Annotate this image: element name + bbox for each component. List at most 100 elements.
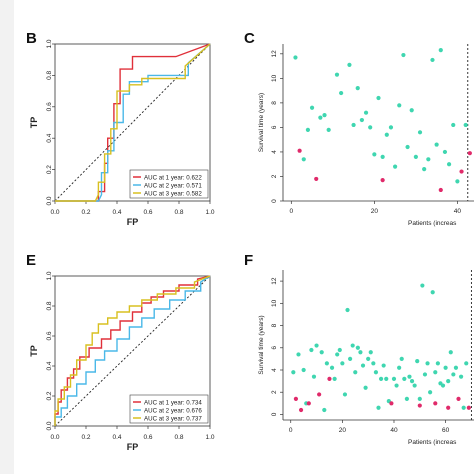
legend-box	[129, 394, 209, 424]
alive-patient-point	[397, 365, 402, 370]
alive-patient-point	[433, 370, 438, 375]
panel-label-f: F	[244, 252, 254, 269]
alive-patient-point	[442, 149, 448, 155]
x-tick-label: 40	[390, 427, 398, 434]
dead-patient-point	[446, 405, 451, 410]
x-tick-label: 0	[289, 427, 293, 434]
roc-line-2	[55, 43, 211, 202]
dead-patient-point	[438, 187, 443, 193]
y-tick-label: 0.4	[46, 361, 53, 370]
alive-patient-point	[438, 48, 443, 53]
y-tick-label: 0	[271, 199, 278, 203]
panel-b: 0.0 0.2 0.4 0.6 0.8 1.0 0.0 0.2 0.4 0.6 0.8 1.0 FP TP…	[29, 39, 215, 227]
alive-patient-point	[422, 167, 427, 172]
y-tick-label: 0.0	[46, 196, 53, 205]
alive-patient-point	[360, 363, 366, 368]
alive-patient-point	[464, 361, 469, 366]
alive-patient-point	[309, 105, 315, 110]
alive-patient-point	[417, 130, 423, 135]
y-tick-label: 0.8	[46, 301, 53, 310]
y-tick-label: 6	[271, 346, 278, 350]
alive-patient-point	[425, 361, 430, 366]
x-tick-label: 0.4	[112, 434, 121, 441]
alive-patient-point	[401, 52, 406, 58]
x-tick-label: 60	[442, 427, 450, 434]
alive-patient-point	[394, 383, 399, 388]
y-tick-label: 6	[271, 125, 278, 129]
y-axis-label: Survival time (years)	[258, 315, 265, 374]
alive-patient-point	[381, 363, 386, 368]
alive-patient-point	[324, 361, 329, 366]
dead-patient-point	[456, 396, 461, 401]
dead-patient-point	[459, 169, 464, 174]
x-tick-label: 20	[371, 208, 379, 215]
roc-line-1	[54, 275, 211, 426]
alive-patient-point	[329, 365, 335, 370]
alive-patient-point	[371, 361, 376, 366]
dead-patient-point	[466, 405, 471, 410]
alive-patient-point	[434, 142, 439, 147]
alive-patient-point	[355, 86, 360, 91]
alive-patient-point	[458, 374, 464, 379]
alive-patient-point	[340, 361, 345, 366]
alive-patient-point	[428, 390, 433, 395]
y-tick-label: 1.0	[46, 271, 53, 280]
alive-patient-point	[384, 376, 389, 381]
alive-patient-point	[314, 343, 319, 348]
alive-patient-point	[384, 132, 389, 137]
alive-patient-point	[435, 361, 440, 366]
alive-patient-point	[399, 356, 404, 361]
alive-patient-point	[463, 122, 468, 128]
x-tick-label: 0.8	[174, 434, 183, 441]
dead-patient-point	[433, 401, 438, 406]
alive-patient-point	[326, 127, 331, 132]
roc-line-3	[55, 43, 211, 202]
alive-patient-point	[296, 352, 301, 357]
y-tick-label: 0	[271, 412, 278, 416]
dead-patient-point	[306, 401, 311, 406]
legend-entry: AUC at 1 year: 0.622	[144, 174, 202, 181]
legend-box	[129, 169, 209, 199]
dead-patient-point	[467, 151, 472, 156]
y-tick-label: 2	[271, 174, 278, 178]
alive-patient-point	[455, 179, 460, 184]
x-axis-label: FP	[127, 442, 139, 452]
alive-patient-point	[422, 372, 428, 377]
alive-patient-point	[409, 379, 415, 384]
alive-patient-point	[366, 356, 371, 361]
alive-patient-point	[404, 396, 409, 401]
alive-patient-point	[337, 347, 342, 353]
alive-patient-point	[358, 350, 363, 355]
alive-patient-point	[412, 383, 417, 388]
alive-patient-point	[451, 122, 456, 128]
dead-patient-point	[314, 176, 319, 182]
panel-label-c: C	[244, 30, 255, 47]
alive-patient-point	[351, 122, 356, 128]
reference-diagonal	[54, 43, 211, 202]
plot-frame	[54, 43, 211, 202]
x-tick-label: 0.0	[50, 434, 59, 441]
legend-entry: AUC at 2 year: 0.676	[144, 407, 202, 414]
alive-patient-point	[339, 90, 344, 96]
x-tick-label: 20	[339, 427, 347, 434]
alive-patient-point	[332, 376, 337, 381]
alive-patient-point	[350, 343, 355, 348]
legend-entry: AUC at 3 year: 0.582	[144, 190, 202, 197]
alive-patient-point	[380, 154, 385, 159]
legend-entry: AUC at 3 year: 0.737	[144, 415, 202, 422]
alive-patient-point	[391, 376, 397, 381]
y-tick-label: 4	[271, 150, 278, 154]
y-tick-label: 1.0	[46, 39, 53, 48]
alive-patient-point	[319, 350, 324, 355]
alive-patient-point	[301, 367, 306, 373]
legend-entry: AUC at 2 year: 0.571	[144, 182, 202, 189]
alive-patient-point	[311, 374, 317, 379]
panel-f: 0 20 40 60 0 2 4 6 8 10 12 Survival time (years) Pat…	[258, 270, 474, 446]
x-axis-label: Patients (increas	[408, 220, 457, 227]
dead-patient-point	[417, 403, 422, 408]
dead-patient-point	[317, 392, 322, 397]
y-tick-label: 12	[271, 277, 278, 285]
alive-patient-point	[430, 57, 435, 63]
alive-patient-point	[355, 345, 360, 350]
alive-patient-point	[334, 72, 340, 77]
